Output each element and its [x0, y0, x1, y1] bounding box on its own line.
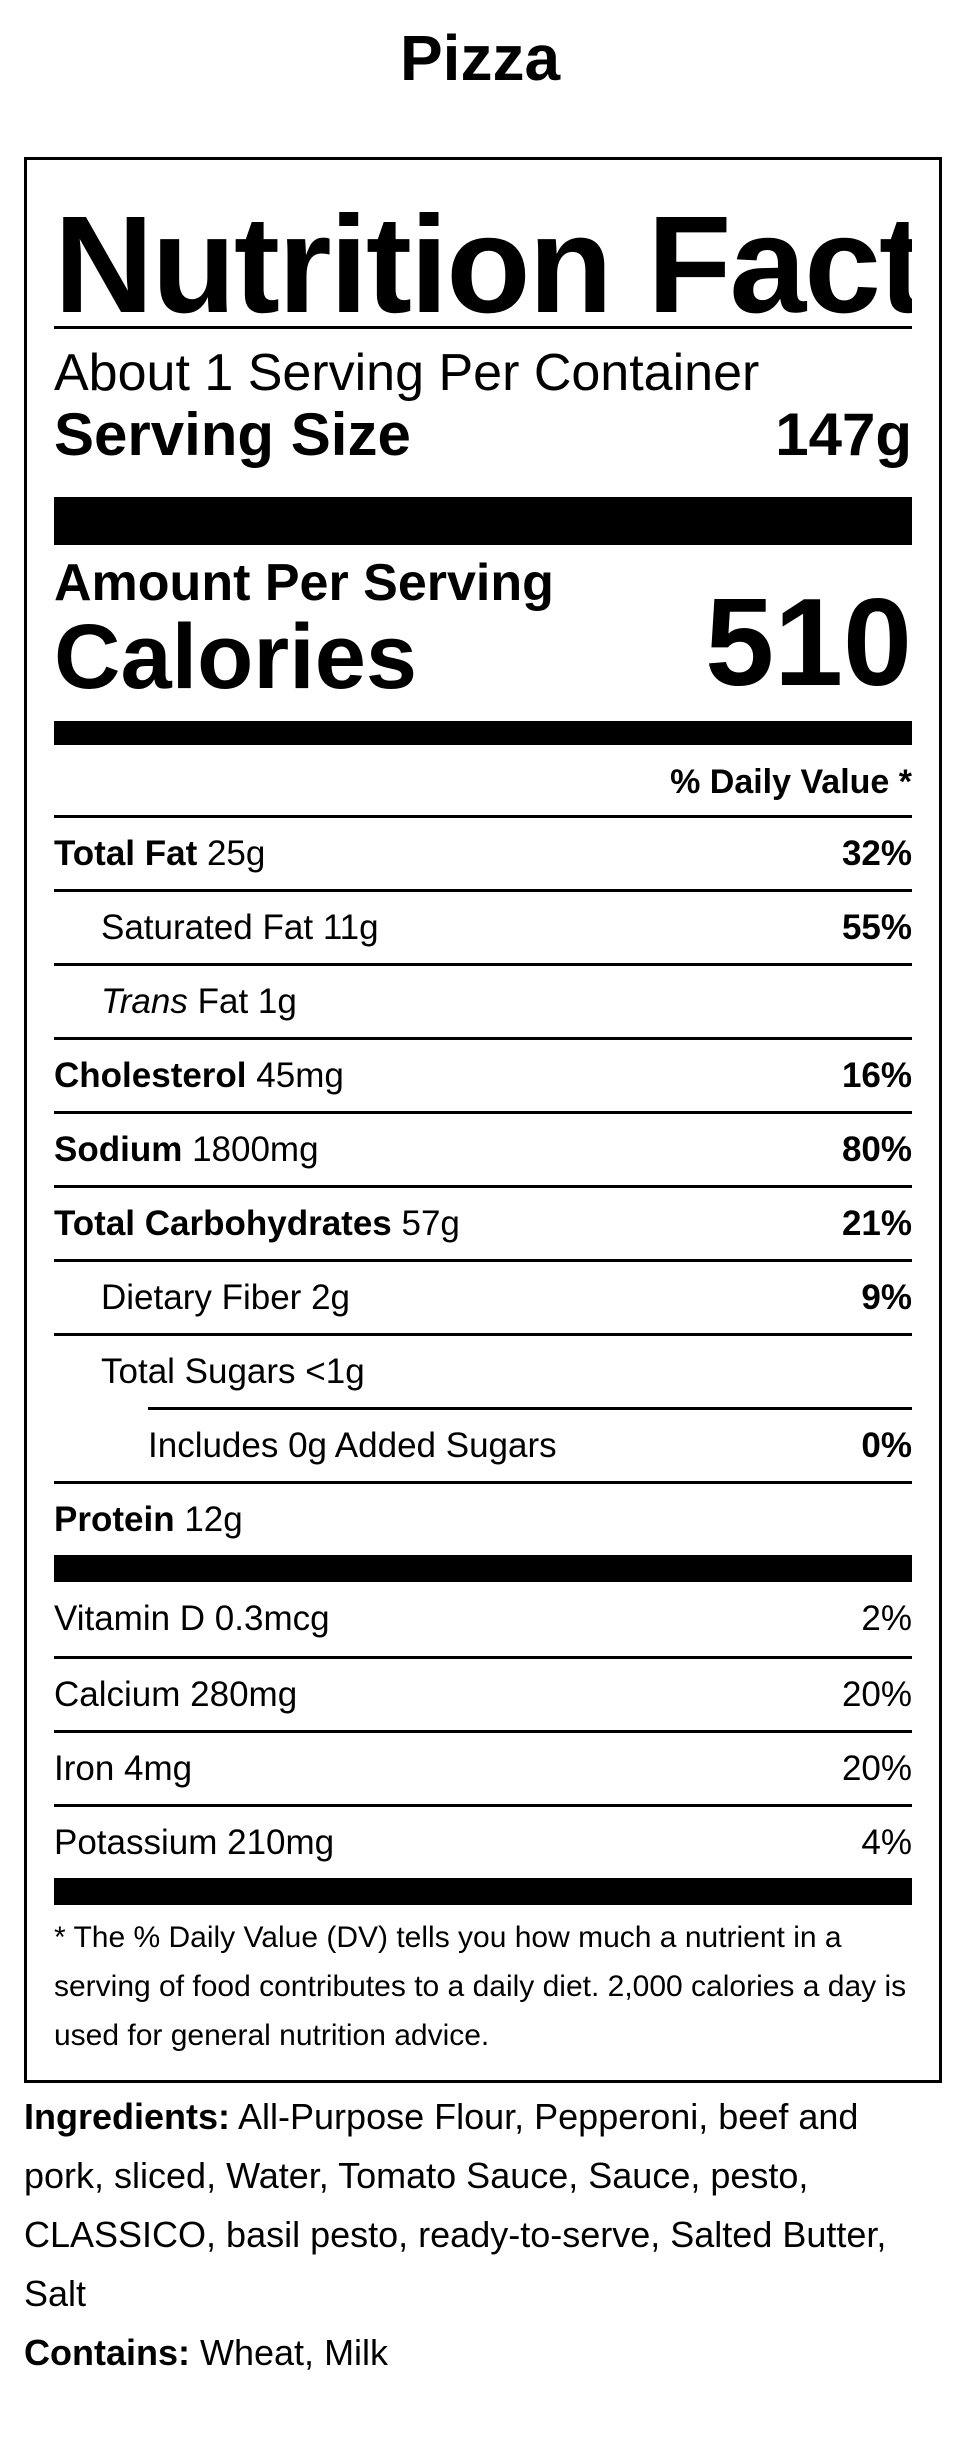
daily-value-footnote: * The % Daily Value (DV) tells you how m…	[54, 1921, 907, 2052]
contains-text: Contains: Wheat, Milk	[24, 2323, 942, 2382]
thick-divider	[54, 1878, 912, 1905]
vitamin-dv: 20%	[841, 1748, 912, 1788]
nutrient-dv: 0%	[861, 1425, 912, 1465]
thick-divider	[54, 497, 912, 545]
calories-label: Calories	[54, 606, 418, 708]
nutrient-row-total-carbohydrates: Total Carbohydrates 57g 21%	[54, 1185, 912, 1259]
contains-label: Contains:	[24, 2332, 190, 2373]
page-title: Pizza	[399, 22, 561, 94]
nutrient-dv: 55%	[841, 907, 912, 947]
ingredients-label: Ingredients:	[24, 2096, 231, 2137]
vitamin-name: Potassium 210mg	[54, 1822, 335, 1862]
nutrient-amount: 1g	[257, 981, 297, 1021]
nutrition-facts-heading: Nutrition Facts	[54, 190, 912, 326]
nutrient-name: Protein	[54, 1499, 175, 1539]
nutrient-amount: 2g	[311, 1277, 350, 1317]
medium-divider	[54, 721, 912, 745]
nutrient-name: Total Fat	[54, 833, 198, 873]
nutrient-dv: 21%	[841, 1203, 912, 1243]
nutrient-amount: 11g	[322, 907, 379, 947]
vitamin-name: Iron 4mg	[54, 1748, 193, 1788]
partial-divider	[148, 1407, 912, 1410]
nutrient-dv: 16%	[841, 1055, 912, 1095]
nutrient-name: Includes 0g Added Sugars	[148, 1425, 557, 1465]
thick-divider	[54, 1555, 912, 1582]
vitamin-row: Vitamin D 0.3mcg 2%	[54, 1582, 912, 1656]
nutrient-row-protein: Protein 12g	[54, 1481, 912, 1555]
vitamin-name: Vitamin D 0.3mcg	[54, 1599, 330, 1638]
nutrient-amount: <1g	[305, 1351, 365, 1391]
ingredients-section: Ingredients: All-Purpose Flour, Pepperon…	[24, 2083, 942, 2382]
nutrient-amount: 12g	[184, 1499, 243, 1539]
nutrient-name: Dietary Fiber	[101, 1277, 302, 1317]
vitamin-row: Calcium 280mg 20%	[54, 1656, 912, 1730]
nutrient-amount: 25g	[206, 833, 266, 873]
vitamin-name: Calcium 280mg	[54, 1674, 298, 1714]
nutrition-label: Nutrition Facts About 1 Serving Per Cont…	[24, 157, 942, 2083]
serving-size-value: 147g	[775, 401, 912, 468]
serving-size-row: Serving Size 147g	[54, 403, 912, 467]
calories-value: 510	[705, 574, 912, 712]
calories-block: Amount Per Serving Calories 510	[54, 545, 912, 721]
vitamin-row: Potassium 210mg 4%	[54, 1804, 912, 1878]
nutrient-row-cholesterol: Cholesterol 45mg 16%	[54, 1037, 912, 1111]
nutrient-dv: 32%	[841, 833, 912, 873]
vitamin-dv: 20%	[841, 1674, 912, 1714]
ingredients-list: All-Purpose Flour, Pepperoni, beef and p…	[24, 2096, 887, 2314]
nutrient-row-dietary-fiber: Dietary Fiber 2g 9%	[54, 1259, 912, 1333]
nutrient-row-trans-fat: Trans Fat 1g	[54, 963, 912, 1037]
divider	[54, 326, 912, 329]
ingredients-text: Ingredients: All-Purpose Flour, Pepperon…	[24, 2087, 942, 2323]
nutrient-row-saturated-fat: Saturated Fat 11g 55%	[54, 889, 912, 963]
nutrient-name: Total Sugars	[101, 1351, 296, 1391]
nutrient-name: Fat	[197, 981, 249, 1021]
nutrient-name-italic: Trans	[101, 981, 188, 1021]
nutrient-amount: 1800mg	[192, 1129, 319, 1169]
nutrient-amount: 45mg	[256, 1055, 344, 1095]
vitamin-row: Iron 4mg 20%	[54, 1730, 912, 1804]
nutrient-name: Saturated Fat	[101, 907, 314, 947]
vitamins-list: Vitamin D 0.3mcg 2% Calcium 280mg 20% Iron 4…	[54, 1582, 912, 1878]
nutrient-amount: 57g	[401, 1203, 460, 1243]
vitamin-dv: 2%	[861, 1599, 912, 1638]
nutrient-row-total-fat: Total Fat 25g 32%	[54, 815, 912, 889]
amount-per-serving: Amount Per Serving	[54, 554, 554, 612]
nutrient-dv: 9%	[861, 1277, 912, 1317]
serving-size-label: Serving Size	[54, 401, 411, 468]
nutrient-name: Total Carbohydrates	[54, 1203, 392, 1243]
vitamin-dv: 4%	[861, 1822, 912, 1862]
nutrient-dv: 80%	[841, 1129, 912, 1169]
nutrient-name: Sodium	[54, 1129, 183, 1169]
nutrient-row-total-sugars: Total Sugars <1g	[54, 1333, 912, 1407]
nutrient-name: Cholesterol	[54, 1055, 247, 1095]
contains-list: Wheat, Milk	[200, 2332, 389, 2373]
servings-per-container: About 1 Serving Per Container	[54, 344, 760, 402]
nutrient-row-sodium: Sodium 1800mg 80%	[54, 1111, 912, 1185]
nutrient-row-added-sugars: Includes 0g Added Sugars 0%	[54, 1410, 912, 1481]
daily-value-header: % Daily Value *	[670, 763, 912, 801]
